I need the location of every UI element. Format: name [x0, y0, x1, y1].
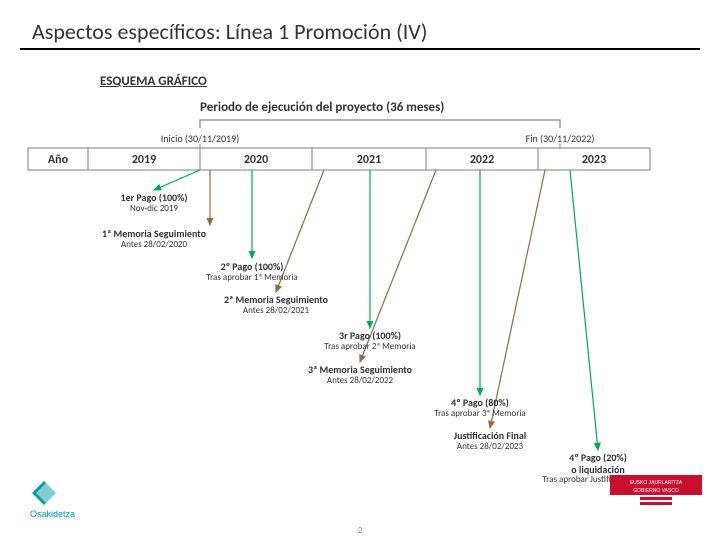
- svg-text:Año: Año: [48, 153, 69, 167]
- svg-text:GOBIERNO VASCO: GOBIERNO VASCO: [633, 488, 679, 494]
- osakidetza-logo: Osakidetza: [26, 479, 96, 526]
- svg-text:EUSKO JAURLARITZA: EUSKO JAURLARITZA: [630, 480, 683, 486]
- svg-text:2022: 2022: [470, 153, 494, 167]
- annotation: 1ª Memoria SeguimientoAntes 28/02/2020: [84, 228, 224, 250]
- esquema-grafico-heading: ESQUEMA GRÁFICO: [100, 74, 207, 89]
- periodo-ejecucion-label: Periodo de ejecución del proyecto (36 me…: [200, 100, 444, 115]
- page-number: 2: [358, 525, 363, 536]
- annotation: Justificación FinalAntes 28/02/2023: [430, 430, 550, 452]
- annotation: 3r Pago (100%)Tras aprobar 2ª Memoria: [310, 330, 430, 352]
- annotation: 4º Pago (80%)Tras aprobar 3ª Memoria: [420, 397, 540, 419]
- slide-title: Aspectos específicos: Línea 1 Promoción …: [32, 18, 427, 45]
- gobierno-vasco-logo: EUSKO JAURLARITZA GOBIERNO VASCO: [610, 475, 702, 526]
- title-underline: [20, 48, 700, 50]
- svg-text:Osakidetza: Osakidetza: [30, 509, 75, 519]
- svg-text:2023: 2023: [582, 153, 606, 167]
- annotation: 2º Pago (100%)Tras aprobar 1ª Memoria: [192, 261, 312, 283]
- svg-text:Inicio (30/11/2019): Inicio (30/11/2019): [161, 132, 239, 145]
- svg-text:2019: 2019: [132, 153, 156, 167]
- svg-text:Fin (30/11/2022): Fin (30/11/2022): [526, 132, 595, 145]
- annotation: 3ª Memoria SeguimientoAntes 28/02/2022: [285, 364, 435, 386]
- svg-text:2021: 2021: [357, 153, 381, 167]
- annotation: 1er Pago (100%)Nov-dic 2019: [109, 192, 199, 214]
- svg-text:2020: 2020: [244, 153, 268, 167]
- annotation: 2ª Memoria SeguimientoAntes 28/02/2021: [201, 294, 351, 316]
